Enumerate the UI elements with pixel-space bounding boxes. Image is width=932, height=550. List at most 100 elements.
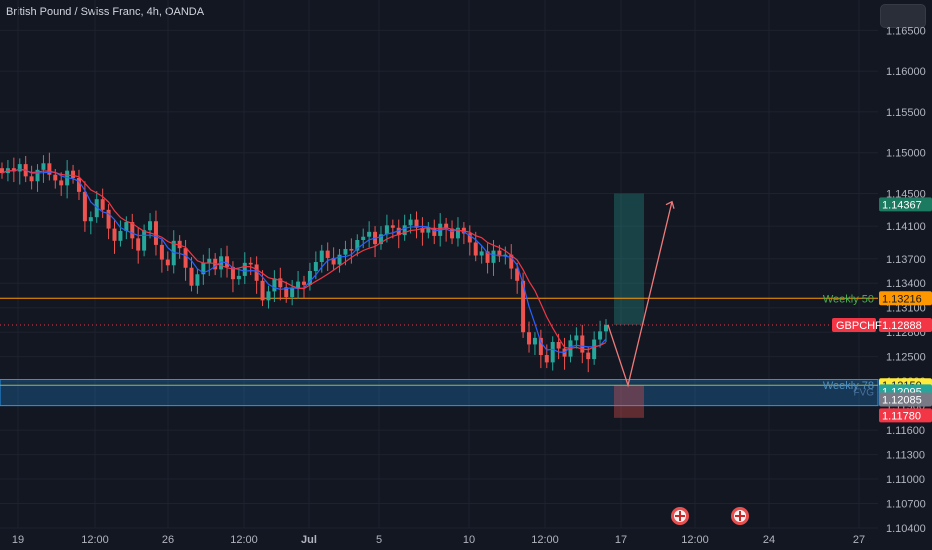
candle-body xyxy=(414,219,419,228)
candle-body xyxy=(361,236,366,240)
candle-body xyxy=(219,256,224,270)
x-tick-label: 12:00 xyxy=(681,534,709,546)
candle-body xyxy=(586,352,591,360)
y-tick-label: 1.13400 xyxy=(886,278,926,290)
x-tick-label: Jul xyxy=(301,534,317,546)
chart-menu-button[interactable] xyxy=(880,4,926,28)
candle-body xyxy=(225,256,230,267)
candle-body xyxy=(94,199,99,218)
candle-body xyxy=(491,250,496,263)
candle-body xyxy=(598,331,603,340)
candle-body xyxy=(266,291,271,301)
candle-body xyxy=(349,248,354,251)
weekly-50-tag: 1.13216 xyxy=(882,293,922,305)
zone-tag-2-bg xyxy=(879,408,932,423)
candle-body xyxy=(59,180,64,186)
candle-body xyxy=(296,281,301,289)
candle-body xyxy=(604,324,608,332)
candle-body xyxy=(35,169,40,182)
candle-body xyxy=(455,227,460,239)
y-tick-label: 1.11300 xyxy=(886,450,925,462)
candle-body xyxy=(574,335,579,341)
candle-body xyxy=(485,251,490,263)
projection-arrowhead xyxy=(665,200,675,209)
projection-path xyxy=(607,201,673,388)
symbol-tag: GBPCHF xyxy=(836,320,882,332)
candle-body xyxy=(390,225,395,228)
x-tick-label: 26 xyxy=(162,534,174,546)
candle-body xyxy=(41,163,46,170)
candle-body xyxy=(11,168,16,172)
trade-profit-box xyxy=(614,193,644,325)
candle-body xyxy=(189,267,194,286)
candles xyxy=(0,152,608,373)
y-tick-label: 1.15500 xyxy=(886,107,926,119)
candle-body xyxy=(432,227,437,236)
fvg-zone-rect xyxy=(0,379,879,407)
candle-body xyxy=(124,222,129,232)
candle-body xyxy=(313,262,318,271)
candle-body xyxy=(100,199,105,210)
y-tick-label: 1.14100 xyxy=(886,221,926,233)
red-ma-line xyxy=(1,168,607,351)
projection xyxy=(607,200,675,388)
target-price-tag: 1.14367 xyxy=(882,199,922,211)
candle-body xyxy=(384,225,389,235)
weekly-50-label: Weekly 50 xyxy=(823,293,874,305)
candle-body xyxy=(408,219,413,226)
current-price-tag: 1.12888 xyxy=(882,320,922,332)
y-tick-label: 1.10700 xyxy=(886,499,926,511)
candle-body xyxy=(130,222,135,239)
candle-body xyxy=(0,168,4,174)
candle-body xyxy=(183,248,188,268)
candle-body xyxy=(106,209,111,229)
symbol-tag-bg xyxy=(832,318,876,333)
candle-body xyxy=(550,341,555,363)
candle-body xyxy=(378,234,383,245)
y-tick-label: 1.16500 xyxy=(886,25,926,37)
candle-body xyxy=(153,221,158,245)
candle-body xyxy=(201,262,206,275)
x-tick-label: 27 xyxy=(853,534,865,546)
candle-body xyxy=(307,271,312,285)
x-tick-label: 10 xyxy=(463,534,475,546)
zone-tag-1-bg xyxy=(879,392,932,407)
candle-body xyxy=(367,231,372,237)
grid-lines xyxy=(0,0,878,529)
candle-body xyxy=(159,244,164,260)
candle-body xyxy=(402,225,407,236)
price-tags: 1.143671.132161.12888GBPCHF1.121501.1209… xyxy=(832,197,932,423)
candle-body xyxy=(544,355,549,363)
candle-body xyxy=(426,227,431,233)
candle-body xyxy=(76,177,81,192)
y-tick-label: 1.10400 xyxy=(886,523,926,535)
x-tick-label: 12:00 xyxy=(81,534,109,546)
trade-loss-box xyxy=(614,385,644,418)
y-tick-label: 1.16000 xyxy=(886,66,926,78)
candle-body xyxy=(521,280,526,333)
time-axis[interactable]: 19 12:00 26 12:00 Jul 5 10 12:00 17 12:00 24 27 xyxy=(12,534,865,546)
candle-body xyxy=(290,288,295,298)
moving-averages xyxy=(1,168,607,353)
y-tick-label: 1.15000 xyxy=(886,148,926,160)
economic-events[interactable] xyxy=(671,507,749,525)
price-axis[interactable]: 1.104001.107001.110001.113001.116001.119… xyxy=(886,25,926,535)
candle-body xyxy=(71,170,76,178)
candle-body xyxy=(88,217,93,222)
candle-body xyxy=(331,257,336,265)
x-tick-label: 12:00 xyxy=(230,534,258,546)
candle-body xyxy=(118,231,123,241)
candle-body xyxy=(527,332,532,345)
candle-body xyxy=(556,341,561,349)
zone-tag-1: 1.12085 xyxy=(882,395,922,407)
weekly-78-label: Weekly 78 xyxy=(823,380,874,392)
candle-body xyxy=(278,278,283,288)
candle-body xyxy=(254,264,259,281)
x-tick-label: 17 xyxy=(615,534,627,546)
y-tick-label: 1.12500 xyxy=(886,352,926,364)
candle-body xyxy=(538,337,543,356)
candle-body xyxy=(503,254,508,257)
zone-tag-2: 1.11780 xyxy=(882,410,921,422)
candle-body xyxy=(319,250,324,263)
